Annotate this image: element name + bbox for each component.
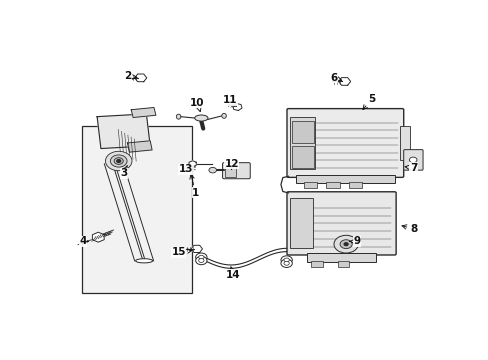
Bar [290,198,312,248]
Text: 4: 4 [79,237,88,246]
Text: 5: 5 [362,94,375,109]
Circle shape [344,243,347,246]
FancyBboxPatch shape [403,150,422,170]
Circle shape [195,256,206,265]
Text: 11: 11 [222,95,237,106]
Bar [400,126,409,159]
Ellipse shape [194,115,207,121]
Circle shape [195,253,206,261]
Bar [326,183,339,188]
Bar [291,146,313,168]
Text: 14: 14 [226,266,241,280]
FancyBboxPatch shape [286,192,395,255]
FancyBboxPatch shape [286,109,403,177]
Text: 9: 9 [349,237,360,246]
Text: 3: 3 [120,165,127,179]
Circle shape [280,259,292,267]
Circle shape [117,159,121,162]
Bar [296,175,394,183]
Bar [303,183,316,188]
Circle shape [198,255,203,259]
Polygon shape [127,141,152,152]
Polygon shape [131,108,156,117]
Circle shape [408,157,416,163]
Polygon shape [338,78,350,85]
Polygon shape [97,114,150,149]
Circle shape [284,261,289,265]
Circle shape [284,258,289,262]
Circle shape [105,151,132,171]
Text: 1: 1 [189,174,199,198]
Text: 8: 8 [401,224,416,234]
Bar [307,253,375,262]
Polygon shape [189,161,196,167]
Bar [337,261,348,267]
Circle shape [339,240,351,249]
Bar [82,126,191,293]
Text: 13: 13 [179,164,193,174]
Text: 12: 12 [224,159,239,169]
Circle shape [198,258,203,262]
Text: 7: 7 [404,163,416,173]
Polygon shape [191,245,202,252]
Polygon shape [92,232,104,242]
Polygon shape [232,103,242,111]
Bar [310,261,322,267]
Ellipse shape [135,259,152,263]
Ellipse shape [176,114,181,119]
Text: 2: 2 [123,72,137,81]
Circle shape [114,158,123,164]
Text: 10: 10 [190,98,204,112]
Circle shape [110,155,127,167]
Text: 6: 6 [330,73,341,83]
Circle shape [333,235,358,253]
Text: 15: 15 [171,247,191,257]
Circle shape [208,167,216,173]
FancyBboxPatch shape [222,163,250,179]
Bar [224,165,236,177]
Bar [290,117,314,169]
Bar [291,121,313,143]
Circle shape [280,256,292,264]
Bar [348,183,362,188]
Ellipse shape [222,113,226,118]
Polygon shape [134,74,146,82]
